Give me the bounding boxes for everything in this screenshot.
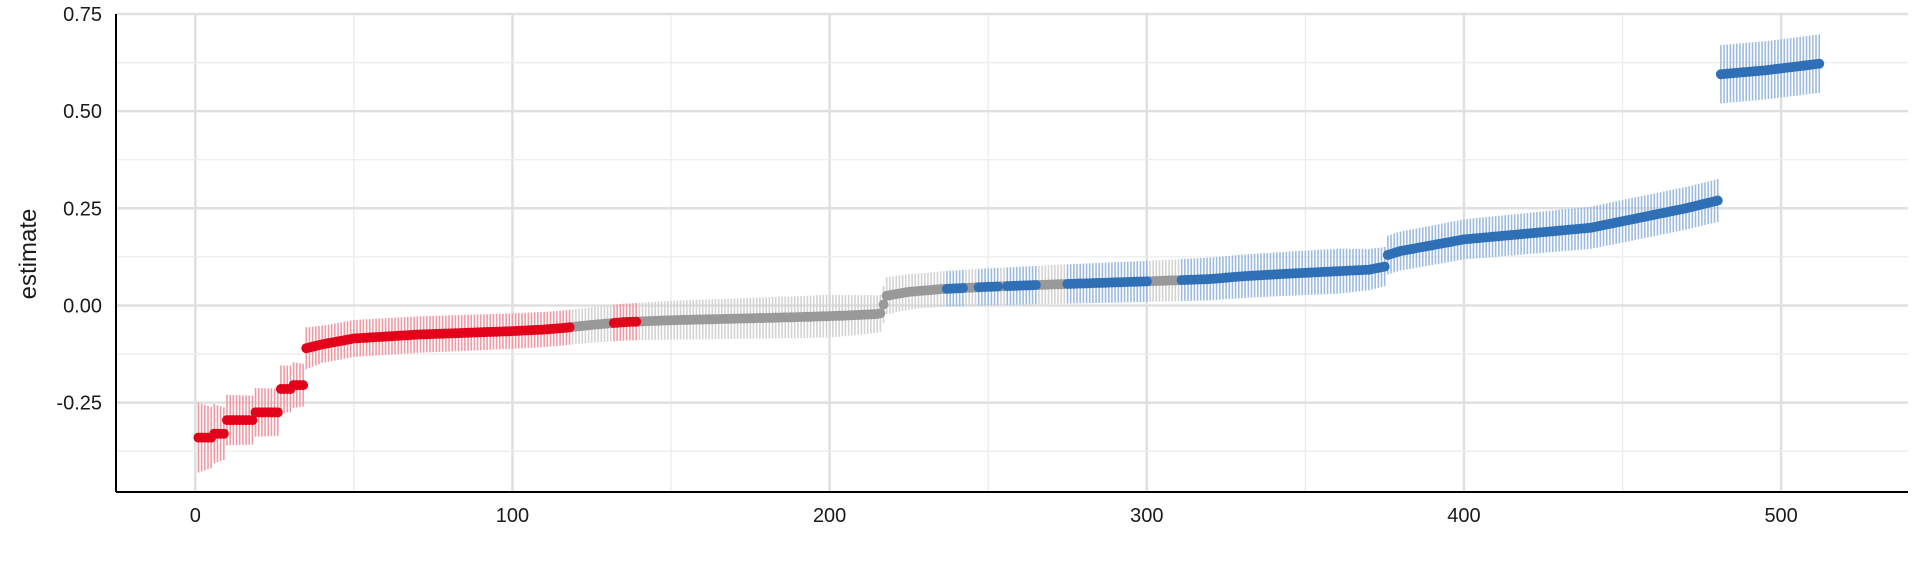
estimate-point xyxy=(1030,280,1041,291)
tick-labels: 0 100 200 300 400 500 -0.25 0.00 0.25 0.50 0.75 xyxy=(56,4,1797,527)
estimate-point xyxy=(992,281,1003,292)
estimate-point xyxy=(878,299,889,310)
estimate-point xyxy=(875,308,886,319)
grid-lines xyxy=(116,12,1908,492)
x-tick-label: 0 xyxy=(190,505,201,527)
estimate-point xyxy=(1814,58,1825,69)
y-tick-label: 0.50 xyxy=(63,101,102,123)
estimate-point xyxy=(298,380,309,391)
point-estimates xyxy=(193,58,1825,443)
y-axis-title: estimate xyxy=(15,209,42,300)
x-tick-label: 400 xyxy=(1447,505,1480,527)
x-tick-label: 500 xyxy=(1764,505,1797,527)
y-tick-label: 0.00 xyxy=(63,295,102,317)
error-bars xyxy=(197,34,1820,473)
estimate-point xyxy=(272,407,283,418)
estimate-point xyxy=(1712,195,1723,206)
estimate-point xyxy=(631,316,642,327)
estimate-point xyxy=(957,283,968,294)
y-tick-label: -0.25 xyxy=(56,393,102,415)
estimate-point xyxy=(564,322,575,333)
y-tick-label: 0.25 xyxy=(63,198,102,220)
y-tick-label: 0.75 xyxy=(63,4,102,26)
x-tick-label: 200 xyxy=(813,505,846,527)
estimate-point xyxy=(247,415,258,426)
x-tick-label: 300 xyxy=(1130,505,1163,527)
estimate-point xyxy=(218,428,229,439)
estimate-point xyxy=(1141,276,1152,287)
estimate-point xyxy=(1379,261,1390,272)
x-tick-label: 100 xyxy=(496,505,529,527)
axes xyxy=(115,14,1908,493)
